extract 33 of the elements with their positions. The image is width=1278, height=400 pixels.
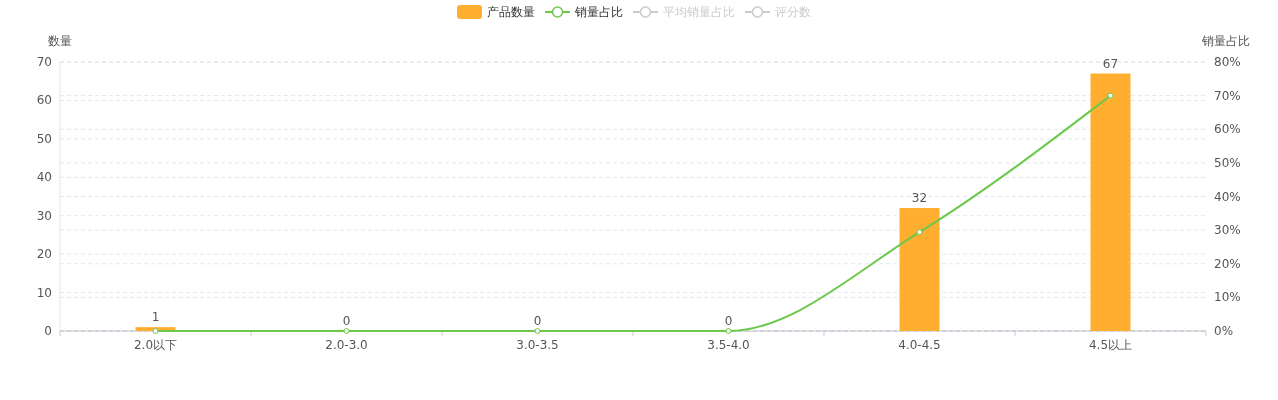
x-tick-label: 3.5-4.0 <box>707 338 750 352</box>
data-label: 67 <box>1102 56 1119 71</box>
y2-tick-label: 20% <box>1214 256 1241 271</box>
x-tick-label: 2.0以下 <box>133 338 178 352</box>
x-tick-label: 4.0-4.5 <box>898 338 941 352</box>
x-tick-label: 4.5以上 <box>1088 338 1133 352</box>
y2-tick-label: 60% <box>1214 122 1241 137</box>
y2-tick-label: 40% <box>1214 189 1241 204</box>
y2-tick-label: 0% <box>1214 324 1234 338</box>
data-label: 32 <box>911 191 928 206</box>
x-tick-label: 2.0-3.0 <box>325 338 368 352</box>
y-tick-label: 70 <box>36 55 52 69</box>
y-tick-label: 0 <box>44 324 52 338</box>
y-tick-label: 30 <box>36 208 52 223</box>
legend-label: 销量占比 <box>574 5 623 19</box>
y2-tick-label: 30% <box>1214 223 1241 238</box>
y-tick-label: 10 <box>36 285 52 300</box>
y2-tick-label: 10% <box>1214 290 1241 305</box>
x-tick-label: 3.0-3.5 <box>516 338 559 352</box>
y-tick-label: 40 <box>36 170 52 185</box>
y2-tick-label: 80% <box>1214 55 1241 69</box>
y2-tick-label: 70% <box>1214 88 1241 103</box>
data-label: 1 <box>151 310 160 325</box>
y-tick-label: 60 <box>36 93 52 108</box>
legend-label: 产品数量 <box>487 5 535 19</box>
y-tick-label: 20 <box>36 247 52 262</box>
data-label: 0 <box>342 314 351 328</box>
data-label: 0 <box>724 314 733 328</box>
y2-axis-title: 销量占比 <box>1201 34 1250 48</box>
y2-tick-label: 50% <box>1214 155 1241 170</box>
y-tick-label: 50 <box>36 131 52 146</box>
y-axis-title: 数量 <box>48 34 72 48</box>
data-label: 0 <box>533 314 542 328</box>
